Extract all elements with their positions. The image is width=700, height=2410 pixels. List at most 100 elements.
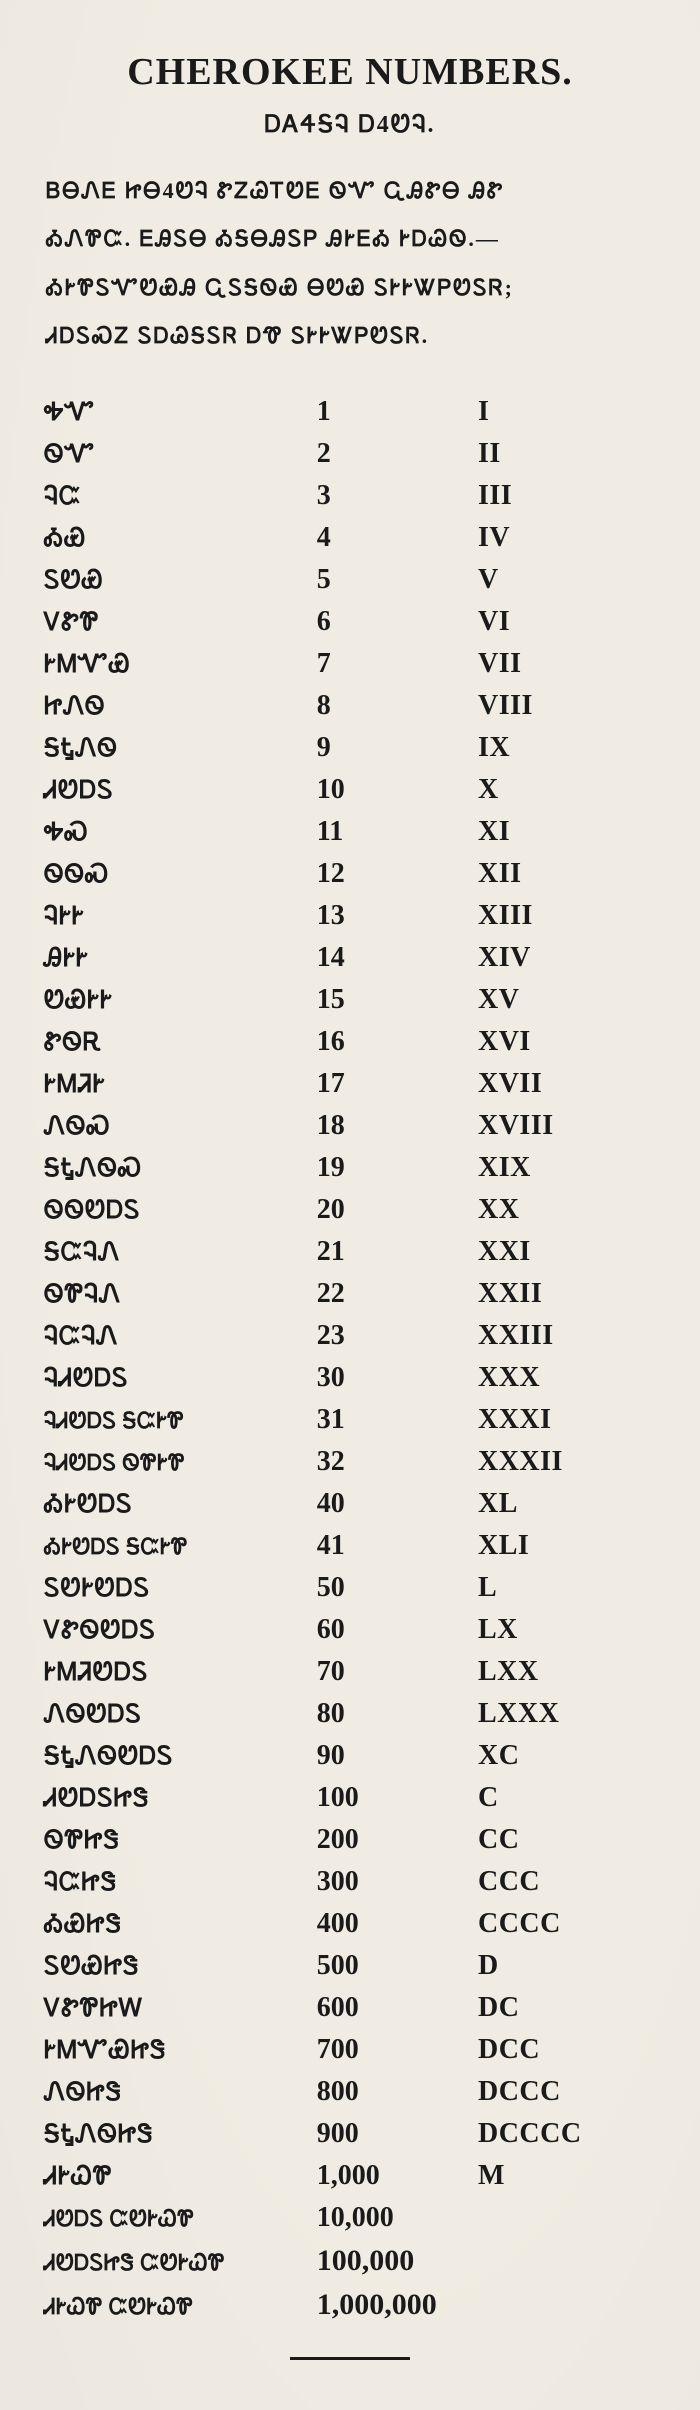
cherokee-cell: ᏙᏑᏈ	[40, 601, 313, 643]
roman-cell	[474, 2197, 660, 2239]
table-row: ᎣᎨᏬᎠᏚ ᎦᏨᎨᏈ41XLI	[40, 1525, 660, 1567]
cherokee-cell: ᏗᎨᏇᏈ	[40, 2155, 313, 2197]
cherokee-cell: ᎸᏗᏬᎠᏚ ᏫᏈᎨᏈ	[40, 1441, 313, 1483]
table-row: ᏗᎨᏇᏈ ᏨᏬᎨᏇᏈ1,000,000	[40, 2283, 660, 2327]
table-row: ᏥᏁᏫ8VIII	[40, 685, 660, 727]
roman-cell: XVIII	[474, 1105, 660, 1147]
arabic-cell: 1	[313, 391, 474, 433]
cherokee-cell: ᏚᏬᏯᏥᏕ	[40, 1945, 313, 1987]
roman-cell: L	[474, 1567, 660, 1609]
arabic-cell: 15	[313, 979, 474, 1021]
arabic-cell: 23	[313, 1315, 474, 1357]
arabic-cell: 12	[313, 853, 474, 895]
cherokee-cell: ᎣᎨᏬᎠᏚ ᎦᏨᎨᏈ	[40, 1525, 313, 1567]
table-row: ᏗᏬᎠᏚᏥᏕ100C	[40, 1777, 660, 1819]
cherokee-cell: ᎸᏨᏥᏕ	[40, 1861, 313, 1903]
intro-line: ᎣᎨᏈᏚᏉᏬᏯᎯ ᏩᏚᎦᏫᏯ ᎾᏬᏯ ᏚᎨᎨᏔᏢᏬᏚᏒ;	[46, 264, 654, 312]
cherokee-cell: ᏁᏫᏥᏕ	[40, 2071, 313, 2113]
roman-cell: II	[474, 433, 660, 475]
page-subtitle: ᎠᎪᏎᎦᎸ Ꭰ4ᏬᎸ.	[40, 112, 660, 139]
table-row: ᎸᎨᎨ13XIII	[40, 895, 660, 937]
cherokee-cell: ᎸᏗᏬᎠᏚ ᎦᏨᎨᏈ	[40, 1399, 313, 1441]
table-row: ᏫᏫᏍ12XII	[40, 853, 660, 895]
table-row: ᏚᏬᏯᏥᏕ500D	[40, 1945, 660, 1987]
roman-cell: XXXI	[474, 1399, 660, 1441]
roman-cell: XX	[474, 1189, 660, 1231]
cherokee-cell: ᏁᏫᏍ	[40, 1105, 313, 1147]
cherokee-cell: ᏑᏫᎡ	[40, 1021, 313, 1063]
cherokee-cell: ᎦᎿᏁᏫᏬᎠᏚ	[40, 1735, 313, 1777]
cherokee-cell: ᏫᏈᎸᏁ	[40, 1273, 313, 1315]
roman-cell: D	[474, 1945, 660, 1987]
cherokee-cell: ᏫᏫᏍ	[40, 853, 313, 895]
arabic-cell: 30	[313, 1357, 474, 1399]
cherokee-cell: ᎸᏨᎸᏁ	[40, 1315, 313, 1357]
arabic-cell: 9	[313, 727, 474, 769]
cherokee-cell: ᏫᏉ	[40, 433, 313, 475]
arabic-cell: 2	[313, 433, 474, 475]
arabic-cell: 600	[313, 1987, 474, 2029]
cherokee-cell: ᎣᏯᏥᏕ	[40, 1903, 313, 1945]
arabic-cell: 50	[313, 1567, 474, 1609]
cherokee-cell: ᏗᏬᎠᏚ ᏨᏬᎨᏇᏈ	[40, 2197, 313, 2239]
table-row: ᎨᎷᏉᏯ7VII	[40, 643, 660, 685]
roman-cell: XI	[474, 811, 660, 853]
arabic-cell: 100	[313, 1777, 474, 1819]
roman-cell: XVII	[474, 1063, 660, 1105]
roman-cell: DCCCC	[474, 2113, 660, 2155]
arabic-cell: 19	[313, 1147, 474, 1189]
arabic-cell: 10,000	[313, 2197, 474, 2239]
cherokee-cell: ᏗᏬᎠᏚᏥᏕ ᏨᏬᎨᏇᏈ	[40, 2239, 313, 2283]
roman-cell: III	[474, 475, 660, 517]
cherokee-cell: ᎦᎿᏁᏫᏍ	[40, 1147, 313, 1189]
cherokee-cell: ᎦᏨᎸᏁ	[40, 1231, 313, 1273]
arabic-cell: 16	[313, 1021, 474, 1063]
roman-cell: CCC	[474, 1861, 660, 1903]
arabic-cell: 17	[313, 1063, 474, 1105]
arabic-cell: 18	[313, 1105, 474, 1147]
roman-cell: LX	[474, 1609, 660, 1651]
roman-cell: LXX	[474, 1651, 660, 1693]
table-row: ᎦᎿᏁᏫᏥᏕ900DCCCC	[40, 2113, 660, 2155]
cherokee-cell: ᏗᎨᏇᏈ ᏨᏬᎨᏇᏈ	[40, 2283, 313, 2327]
roman-cell: V	[474, 559, 660, 601]
table-row: ᎣᎨᏬᎠᏚ40XL	[40, 1483, 660, 1525]
arabic-cell: 14	[313, 937, 474, 979]
cherokee-cell: ᏙᏑᏈᏥᎳ	[40, 1987, 313, 2029]
table-row: ᎦᎿᏁᏫᏬᎠᏚ90XC	[40, 1735, 660, 1777]
roman-cell: C	[474, 1777, 660, 1819]
arabic-cell: 70	[313, 1651, 474, 1693]
roman-cell: XII	[474, 853, 660, 895]
roman-cell: LXXX	[474, 1693, 660, 1735]
arabic-cell: 31	[313, 1399, 474, 1441]
arabic-cell: 13	[313, 895, 474, 937]
table-row: ᎦᎿᏁᏫᏍ19XIX	[40, 1147, 660, 1189]
intro-paragraph: ᏴᎾᏁᎬ ᏥᎾ4ᏬᎸ ᏑᏃᏊᎢᏬᎬ ᏫᏉ ᏩᎯᏑᎾ ᎯᏑ ᎣᏁᏈᏨ. ᎬᎯᏚᎾ …	[46, 167, 654, 361]
roman-cell: XXX	[474, 1357, 660, 1399]
table-row: ᎸᏨᎸᏁ23XXIII	[40, 1315, 660, 1357]
cherokee-cell: ᎣᎨᏬᎠᏚ	[40, 1483, 313, 1525]
cherokee-cell: ᎨᎷᏉᏯᏥᏕ	[40, 2029, 313, 2071]
cherokee-cell: ᏬᏯᎨᎨ	[40, 979, 313, 1021]
table-row: ᎸᏗᏬᎠᏚ ᏫᏈᎨᏈ32XXXII	[40, 1441, 660, 1483]
arabic-cell: 22	[313, 1273, 474, 1315]
table-row: ᏫᏈᏥᏕ200CC	[40, 1819, 660, 1861]
table-row: ᏙᏑᏈ6VI	[40, 601, 660, 643]
arabic-cell: 400	[313, 1903, 474, 1945]
table-row: ᎸᏨᏥᏕ300CCC	[40, 1861, 660, 1903]
roman-cell: DCCC	[474, 2071, 660, 2113]
cherokee-cell: ᎨᎷᏘᏬᎠᏚ	[40, 1651, 313, 1693]
arabic-cell: 20	[313, 1189, 474, 1231]
table-row: ᏗᎨᏇᏈ1,000M	[40, 2155, 660, 2197]
table-row: ᏗᏬᎠᏚ10X	[40, 769, 660, 811]
roman-cell: CC	[474, 1819, 660, 1861]
table-row: ᏙᏑᏈᏥᎳ600DC	[40, 1987, 660, 2029]
roman-cell: XLI	[474, 1525, 660, 1567]
table-row: ᎨᎷᏉᏯᏥᏕ700DCC	[40, 2029, 660, 2071]
arabic-cell: 32	[313, 1441, 474, 1483]
arabic-cell: 90	[313, 1735, 474, 1777]
roman-cell: M	[474, 2155, 660, 2197]
intro-line: ᏗᎠᏚᏍᏃ ᏚᎠᏊᎦᏚᏒ ᎠᏡ ᏚᎨᎨᏔᏢᏬᏚᏒ.	[46, 312, 654, 360]
roman-cell: IV	[474, 517, 660, 559]
roman-cell: XIII	[474, 895, 660, 937]
